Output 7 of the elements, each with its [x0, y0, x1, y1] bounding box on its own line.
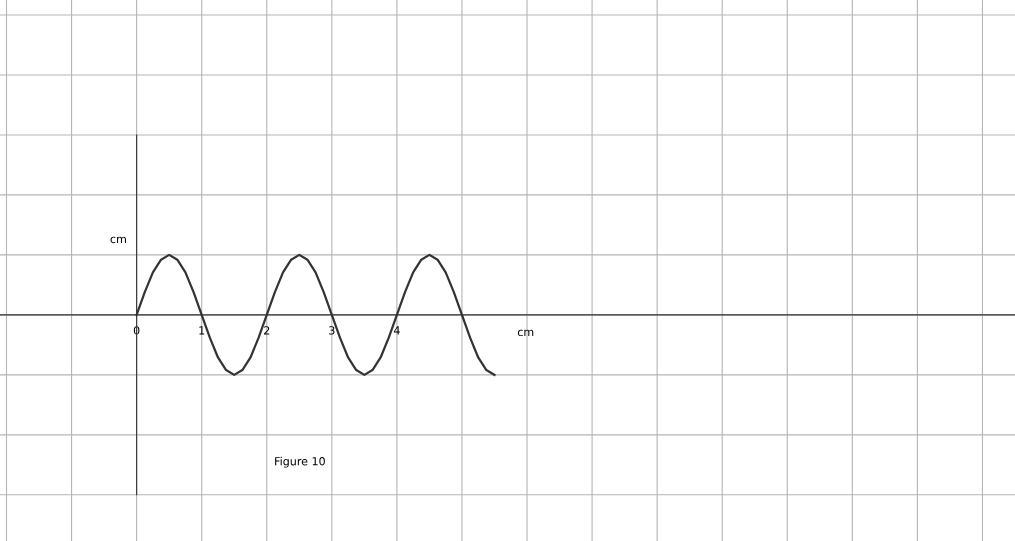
x-tick-label: 4	[393, 326, 400, 335]
x-tick-label: 2	[264, 326, 270, 335]
y-axis-title: cm	[110, 236, 126, 244]
x-tick-label: 3	[329, 326, 335, 335]
caption: Figure 10	[275, 456, 325, 468]
x-tick-label: 1	[199, 326, 205, 335]
x-axis-title: cm	[517, 329, 534, 337]
